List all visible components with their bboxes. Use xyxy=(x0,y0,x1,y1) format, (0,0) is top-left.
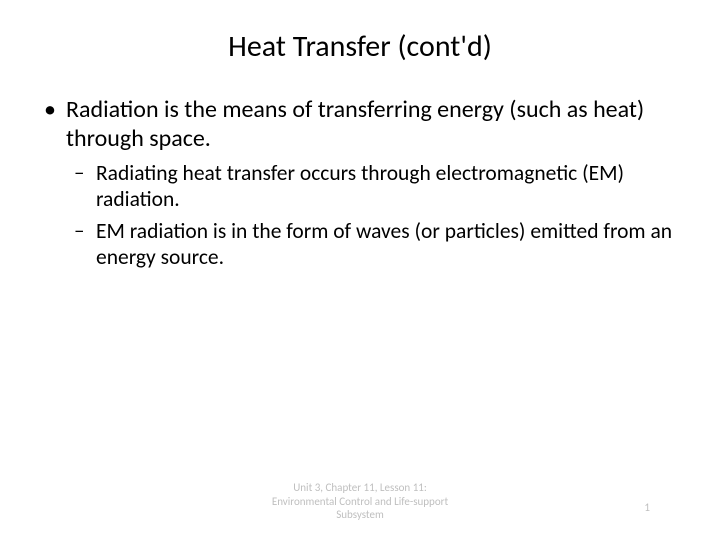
footer-text: Unit 3, Chapter 11, Lesson 11: Environme… xyxy=(230,481,490,522)
bullet-main-text: Radiation is the means of transferring e… xyxy=(66,95,644,153)
slide-container: Heat Transfer (cont'd) Radiation is the … xyxy=(0,0,720,540)
footer: Unit 3, Chapter 11, Lesson 11: Environme… xyxy=(0,481,720,522)
content-area: Radiation is the means of transferring e… xyxy=(36,95,684,270)
bullet-sub-2: EM radiation is in the form of waves (or… xyxy=(66,218,684,270)
page-number: 1 xyxy=(644,501,650,514)
bullet-list-level1: Radiation is the means of transferring e… xyxy=(42,95,684,270)
bullet-sub-1: Radiating heat transfer occurs through e… xyxy=(66,160,684,212)
bullet-main: Radiation is the means of transferring e… xyxy=(42,95,684,270)
footer-line-2: Environmental Control and Life-support xyxy=(230,495,490,509)
footer-line-3: Subsystem xyxy=(230,508,490,522)
slide-title: Heat Transfer (cont'd) xyxy=(36,28,684,65)
bullet-sub-1-text: Radiating heat transfer occurs through e… xyxy=(96,160,624,212)
bullet-list-level2: Radiating heat transfer occurs through e… xyxy=(66,160,684,271)
footer-line-1: Unit 3, Chapter 11, Lesson 11: xyxy=(230,481,490,495)
bullet-sub-2-text: EM radiation is in the form of waves (or… xyxy=(96,218,672,270)
